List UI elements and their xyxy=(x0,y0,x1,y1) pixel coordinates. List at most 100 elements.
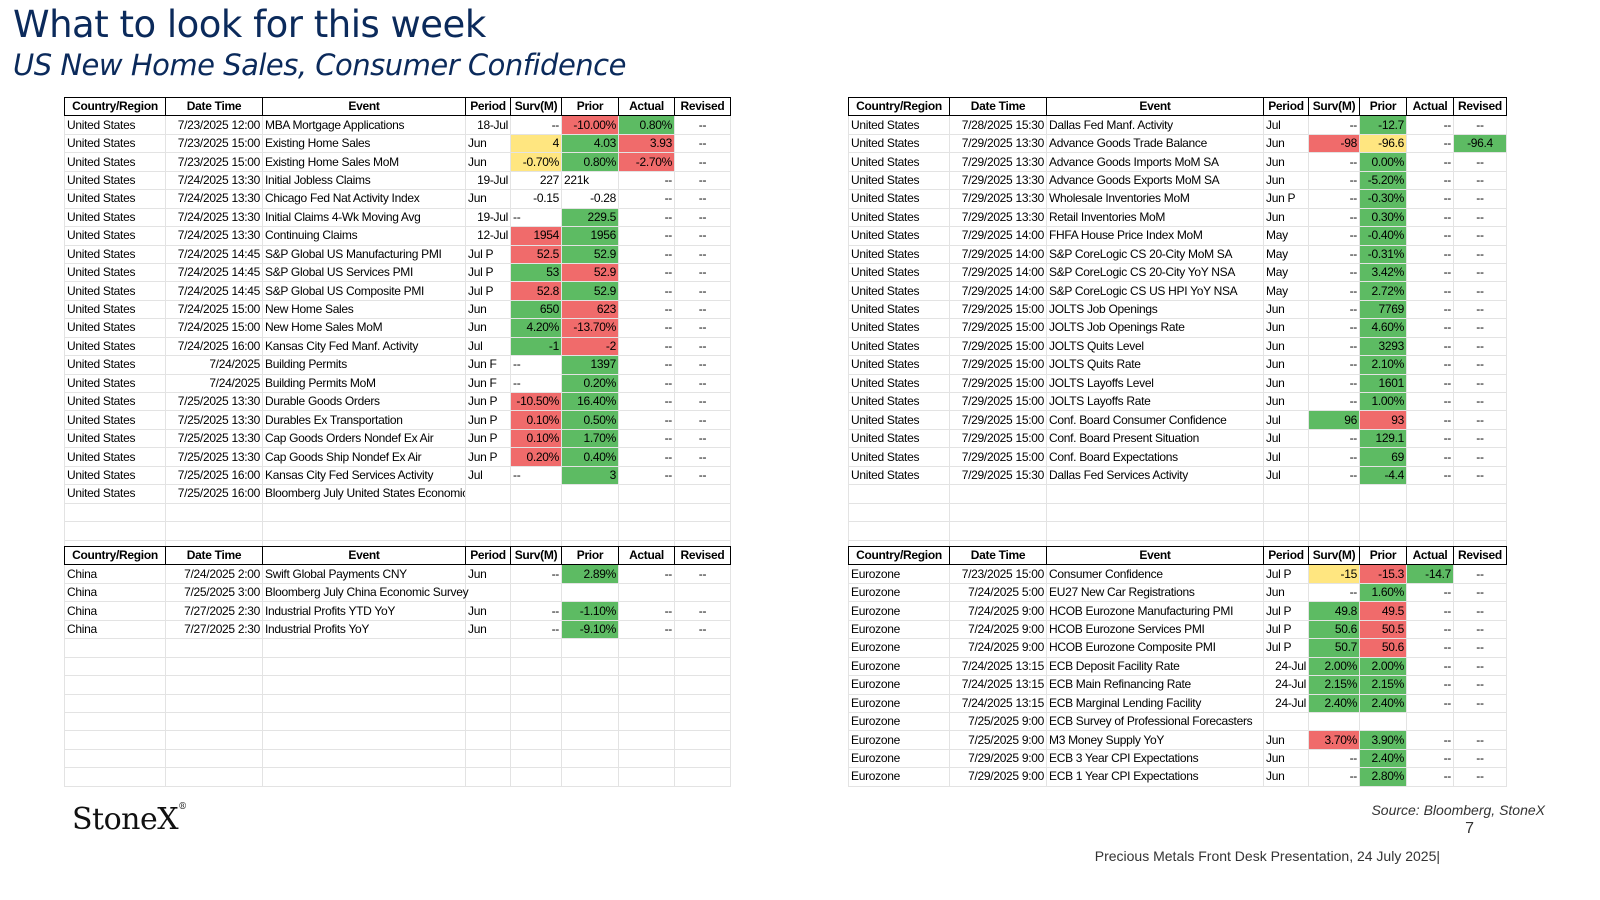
column-header: Revised xyxy=(1453,96,1507,117)
blank-cell xyxy=(262,693,466,713)
cell-datetime: 7/25/2025 16:00 xyxy=(165,465,263,486)
cell-prior: 1.70% xyxy=(561,428,619,449)
cell-actual: -- xyxy=(1406,318,1454,338)
cell-country: United States xyxy=(64,281,166,301)
cell-actual: -- xyxy=(1406,189,1454,209)
cell-prior: 0.80% xyxy=(561,152,619,172)
cell-actual: -- xyxy=(1406,226,1454,246)
cell-event: ECB 3 Year CPI Expectations xyxy=(1046,748,1264,769)
cell-revised: -- xyxy=(1453,410,1507,430)
cell-prior xyxy=(561,582,619,603)
table-row: United States 7/29/2025 14:00 FHFA House P… xyxy=(848,226,1507,246)
table-row: United States 7/29/2025 15:00 Conf. Board … xyxy=(848,447,1507,467)
column-header: Date Time xyxy=(949,545,1047,566)
cell-period: May xyxy=(1263,244,1309,264)
blank-cell xyxy=(262,711,466,732)
cell-event: Conf. Board Consumer Confidence xyxy=(1046,410,1264,430)
table-row: United States 7/25/2025 13:30 Cap Goods Or… xyxy=(64,428,731,449)
cell-prior: -0.28 xyxy=(561,189,619,209)
cell-actual: -- xyxy=(1406,391,1454,412)
cell-datetime: 7/24/2025 13:15 xyxy=(949,656,1047,677)
cell-period: Jun P xyxy=(465,447,511,467)
cell-revised: -- xyxy=(1453,373,1507,394)
cell-datetime: 7/29/2025 13:30 xyxy=(949,152,1047,172)
blank-row xyxy=(64,656,731,677)
table-row: United States 7/29/2025 15:00 JOLTS Quits … xyxy=(848,355,1507,375)
cell-datetime: 7/25/2025 9:00 xyxy=(949,711,1047,732)
blank-cell xyxy=(510,767,562,787)
cell-event: Conf. Board Expectations xyxy=(1046,447,1264,467)
cell-actual: -- xyxy=(618,564,675,584)
cell-datetime: 7/29/2025 14:00 xyxy=(949,281,1047,301)
cell-prior: 7769 xyxy=(1359,299,1407,320)
cell-period: Jul xyxy=(465,336,511,357)
blank-cell xyxy=(165,693,263,713)
table-row: United States 7/25/2025 13:30 Cap Goods Sh… xyxy=(64,447,731,467)
table-row: United States 7/29/2025 13:30 Advance Good… xyxy=(848,170,1507,191)
table-row: United States 7/29/2025 13:30 Wholesale In… xyxy=(848,189,1507,209)
cell-actual: -- xyxy=(618,226,675,246)
cell-country: United States xyxy=(64,410,166,430)
cell-datetime: 7/29/2025 13:30 xyxy=(949,189,1047,209)
cell-revised: -- xyxy=(674,391,731,412)
cell-datetime: 7/24/2025 14:45 xyxy=(165,281,263,301)
column-header: Period xyxy=(1263,96,1309,117)
cell-event: Industrial Profits YTD YoY xyxy=(262,601,466,621)
cell-period: Jul P xyxy=(1263,601,1309,621)
cell-surv: 1954 xyxy=(510,226,562,246)
cell-event: Existing Home Sales MoM xyxy=(262,152,466,172)
cell-revised: -- xyxy=(1453,767,1507,787)
column-header: Period xyxy=(465,545,511,566)
cell-country: United States xyxy=(848,281,950,301)
cell-actual: -- xyxy=(618,410,675,430)
cell-actual: -- xyxy=(618,281,675,301)
cell-datetime: 7/24/2025 xyxy=(165,373,263,394)
cell-revised: -- xyxy=(1453,170,1507,191)
cell-event: Initial Jobless Claims xyxy=(262,170,466,191)
blank-cell xyxy=(1359,502,1407,523)
cell-period: Jun xyxy=(465,619,511,640)
cell-actual: -- xyxy=(1406,675,1454,695)
cell-surv: 3.70% xyxy=(1308,730,1360,750)
table-row: Eurozone 7/24/2025 9:00 HCOB Eurozone Comp… xyxy=(848,638,1507,658)
column-header: Prior xyxy=(1359,545,1407,566)
cell-country: Eurozone xyxy=(848,619,950,640)
table-row: United States 7/24/2025 13:30 Chicago Fed … xyxy=(64,189,731,209)
blank-cell xyxy=(262,502,466,523)
cell-datetime: 7/25/2025 13:30 xyxy=(165,428,263,449)
cell-surv: -- xyxy=(510,619,562,640)
table-row: United States 7/24/2025 14:45 S&P Global U… xyxy=(64,262,731,283)
cell-country: Eurozone xyxy=(848,748,950,769)
blank-cell xyxy=(165,638,263,658)
column-header: Prior xyxy=(561,545,619,566)
cell-period: Jun F xyxy=(465,355,511,375)
cell-surv: -- xyxy=(1308,244,1360,264)
table-row: Eurozone 7/29/2025 9:00 ECB 1 Year CPI Exp… xyxy=(848,767,1507,787)
table-row: United States 7/29/2025 15:30 Dallas Fed S… xyxy=(848,465,1507,486)
cell-surv: -- xyxy=(1308,152,1360,172)
cell-revised xyxy=(674,484,731,504)
cell-revised: -- xyxy=(1453,638,1507,658)
cell-event: New Home Sales MoM xyxy=(262,318,466,338)
cell-period: May xyxy=(1263,226,1309,246)
cell-datetime: 7/29/2025 13:30 xyxy=(949,133,1047,154)
cell-prior: 1397 xyxy=(561,355,619,375)
cell-actual: -- xyxy=(618,601,675,621)
cell-actual: -- xyxy=(1406,693,1454,713)
blank-cell xyxy=(674,638,731,658)
cell-prior: -4.4 xyxy=(1359,465,1407,486)
cell-period: 19-Jul xyxy=(465,170,511,191)
cell-surv: 53 xyxy=(510,262,562,283)
blank-cell xyxy=(465,502,511,523)
blank-cell xyxy=(510,675,562,695)
cell-period: Jul xyxy=(1263,447,1309,467)
cell-period: 24-Jul xyxy=(1263,656,1309,677)
cell-revised: -- xyxy=(1453,189,1507,209)
cell-period: Jul xyxy=(465,465,511,486)
cell-country: China xyxy=(64,564,166,584)
blank-row xyxy=(64,748,731,769)
cell-datetime: 7/29/2025 14:00 xyxy=(949,262,1047,283)
blank-cell xyxy=(618,693,675,713)
cell-surv: 4 xyxy=(510,133,562,154)
cell-event: Kansas City Fed Services Activity xyxy=(262,465,466,486)
